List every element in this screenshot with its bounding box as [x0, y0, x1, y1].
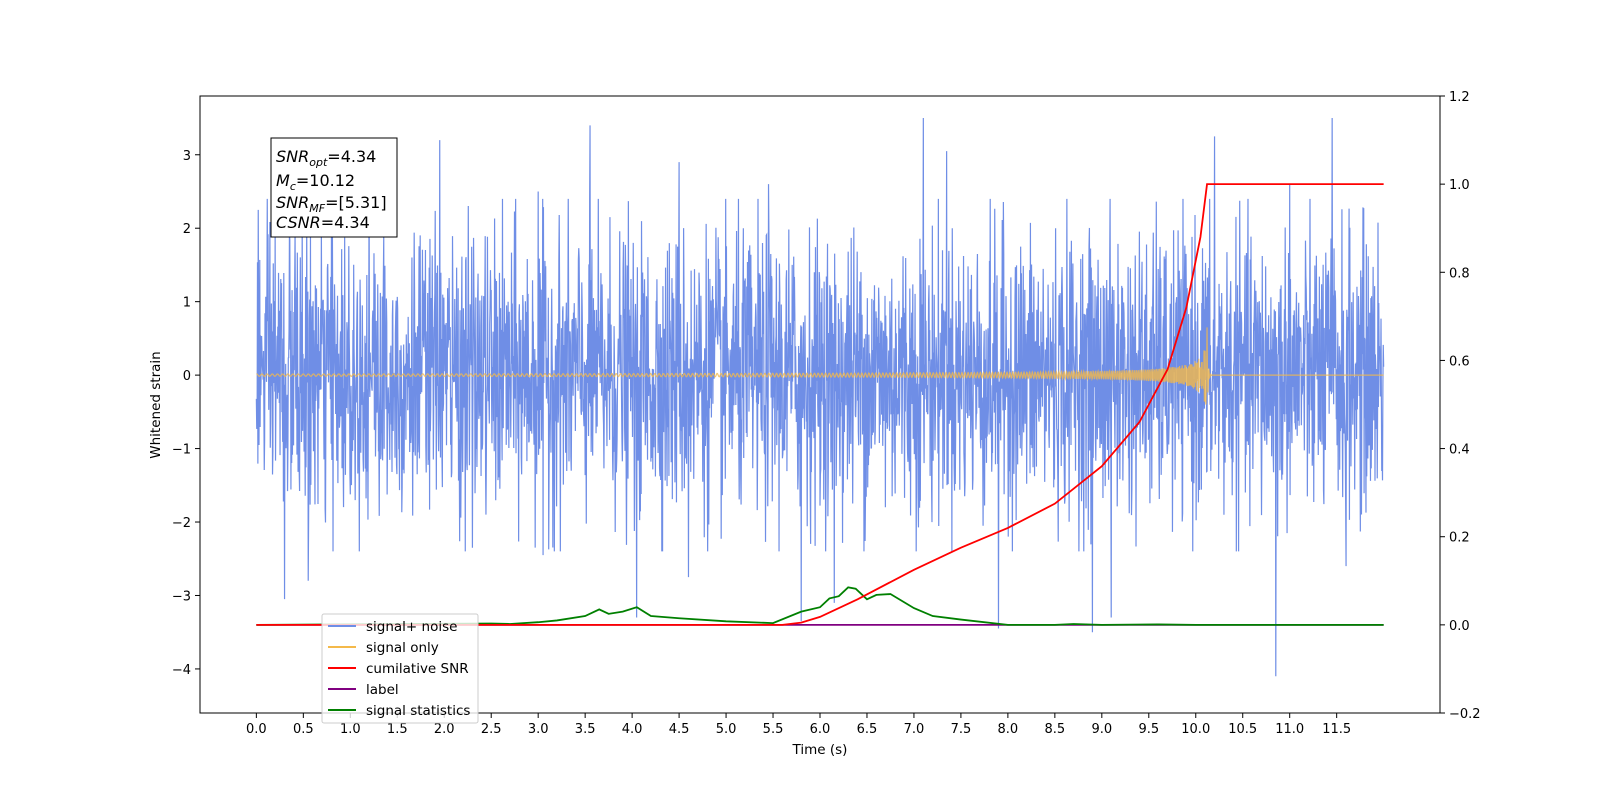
x-tick-label: 7.0 [904, 722, 925, 737]
x-tick-label: 0.5 [293, 722, 314, 737]
snr-mf-annotation: SNRMF=[5.31] [276, 193, 387, 215]
x-tick-label: 10.0 [1181, 722, 1210, 737]
x-axis-label: Time (s) [792, 742, 848, 758]
x-tick-label: 4.5 [669, 722, 690, 737]
y-tick-label: −2 [172, 516, 191, 531]
x-tick-label: 5.5 [763, 722, 784, 737]
legend-item-label: signal+ noise [366, 619, 457, 635]
y2-tick-label: 0.6 [1449, 354, 1470, 369]
x-tick-label: 1.5 [387, 722, 408, 737]
y2-axis-ticks: 1.2 1.0 0.8 0.6 0.4 0.2 0.0 −0.2 [1440, 90, 1481, 722]
legend-item-label: signal only [366, 640, 439, 656]
y2-tick-label: 1.0 [1449, 178, 1470, 193]
y-tick-label: 0 [183, 369, 191, 384]
y2-tick-label: 0.0 [1449, 619, 1470, 634]
y-tick-label: 3 [183, 149, 191, 164]
x-tick-label: 5.0 [716, 722, 737, 737]
x-tick-label: 1.0 [340, 722, 361, 737]
x-tick-label: 10.5 [1228, 722, 1257, 737]
x-tick-label: 11.0 [1275, 722, 1304, 737]
y-tick-label: 2 [183, 222, 191, 237]
y2-tick-label: 0.2 [1449, 531, 1470, 546]
x-tick-label: 3.0 [528, 722, 549, 737]
y-axis-ticks: 3 2 1 0 −1 −2 −3 −4 [172, 149, 200, 678]
x-tick-label: 3.5 [575, 722, 596, 737]
x-tick-label: 2.0 [434, 722, 455, 737]
series-signal-statistics-line [256, 586, 1384, 626]
y2-tick-label: −0.2 [1449, 707, 1481, 722]
x-tick-label: 2.5 [481, 722, 502, 737]
x-tick-label: 4.0 [622, 722, 643, 737]
x-tick-label: 11.5 [1322, 722, 1351, 737]
legend-item-label: signal statistics [366, 703, 470, 719]
series-signal-only-line [256, 327, 1384, 405]
y2-tick-label: 0.8 [1449, 266, 1470, 281]
legend-item-label: label [366, 682, 399, 698]
csnr-annotation: CSNR=4.34 [276, 213, 370, 232]
x-tick-label: 9.0 [1091, 722, 1112, 737]
x-tick-label: 6.0 [810, 722, 831, 737]
y-tick-label: −4 [172, 663, 191, 678]
legend-item-label: cumilative SNR [366, 661, 469, 677]
y-tick-label: 1 [183, 296, 191, 311]
annotation-box: SNRopt=4.34 Mc=10.12 SNRMF=[5.31] CSNR=4… [270, 137, 398, 238]
series-cumulative-snr-line [256, 183, 1384, 626]
x-tick-label: 6.5 [857, 722, 878, 737]
x-tick-label: 8.0 [998, 722, 1019, 737]
series-signal-noise-line [255, 118, 1385, 677]
snr-opt-annotation: SNRopt=4.34 [276, 147, 376, 169]
y-axis-label: Whitened strain [148, 351, 164, 458]
x-tick-label: 0.0 [246, 722, 267, 737]
x-axis-ticks: 0.0 0.5 1.0 1.5 2.0 2.5 3.0 3.5 4.0 4.5 5.0 5.5 6.0 6… [246, 713, 1351, 737]
mc-annotation: Mc=10.12 [276, 171, 355, 193]
legend: signal+ noise signal only cumilative SNR… [321, 613, 479, 724]
x-tick-label: 7.5 [951, 722, 972, 737]
x-tick-label: 8.5 [1045, 722, 1066, 737]
y-tick-label: −3 [172, 589, 191, 604]
y2-tick-label: 0.4 [1449, 443, 1470, 458]
y-tick-label: −1 [172, 443, 191, 458]
y2-tick-label: 1.2 [1449, 90, 1470, 105]
x-tick-label: 9.5 [1138, 722, 1159, 737]
